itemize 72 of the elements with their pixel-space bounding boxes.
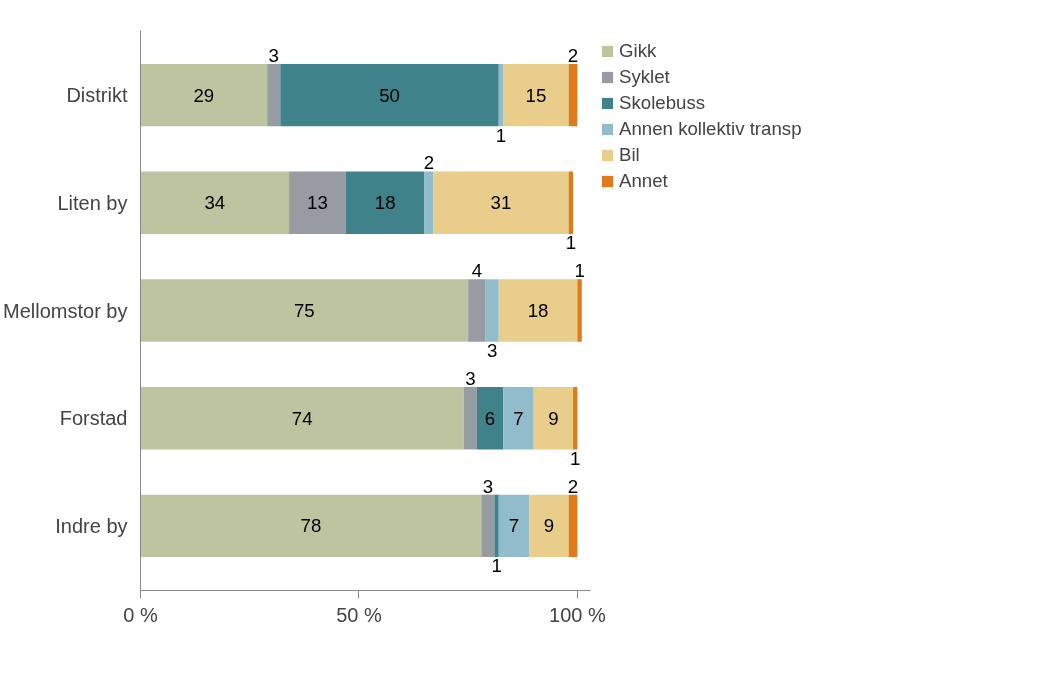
data-label: 7 [513,407,524,429]
y-tick-label: Liten by [57,191,128,214]
data-label: 18 [374,192,396,214]
bar [481,494,495,558]
data-label: 2 [567,44,579,66]
bar [433,171,569,235]
data-label: 31 [490,192,512,214]
data-label: 9 [543,515,555,537]
y-tick-label: Mellomstor by [3,299,128,322]
data-label: 18 [527,300,549,321]
bar [503,386,534,450]
bar [494,494,499,558]
bar [485,279,499,342]
bar [140,279,469,342]
data-label: 1 [570,447,581,469]
bar [140,386,464,450]
data-label: 3 [465,367,476,389]
legend-label: Gikk [619,40,657,62]
data-label: 6 [484,407,496,429]
legend-label: Annen kollektiv transp [619,118,802,140]
legend-label: Syklet [619,66,670,88]
legend-label: Bil [619,144,640,166]
data-label: 1 [491,555,502,577]
bar [280,63,499,127]
legend-label: Annet [619,170,668,192]
bar [468,279,486,342]
bar [424,171,434,235]
x-tick-label: 50 % [336,603,382,626]
bar [140,494,482,558]
bar [498,494,530,558]
bar [498,63,504,127]
data-label: 1 [574,260,585,282]
data-label: 34 [204,192,226,214]
bar [140,63,268,127]
data-label: 74 [291,407,313,429]
y-tick-label: Forstad [59,407,128,430]
bar [345,171,425,235]
bar [267,63,281,127]
bar [568,494,578,558]
bar [498,279,578,342]
data-label: 3 [482,475,494,497]
data-label: 1 [495,124,507,146]
bar [503,63,569,127]
data-label: 78 [300,515,322,537]
data-label: 9 [548,407,559,429]
bar [476,386,504,450]
bar [577,279,582,342]
legend-label: Skolebuss [619,92,706,114]
bar [140,171,290,235]
data-label: 1 [565,232,577,254]
x-tick-label: 100 % [549,603,606,626]
x-tick-label: 0 % [123,603,158,626]
data-label: 75 [293,300,315,321]
data-label: 3 [268,44,279,66]
y-tick-label: Distrikt [66,84,128,107]
data-label: 2 [567,475,579,497]
bar [568,171,574,235]
y-tick-label: Indre by [55,514,128,537]
bar [289,171,346,235]
data-label: 13 [307,192,328,214]
bar [568,63,578,127]
data-label: 7 [508,515,520,537]
bar [463,386,477,450]
data-label: 50 [379,84,400,106]
data-label: 3 [487,339,498,361]
bar [533,386,574,450]
bar [573,386,578,450]
data-label: 29 [193,84,215,106]
data-label: 4 [471,260,483,282]
data-label: 15 [525,84,547,106]
data-label: 2 [423,152,435,174]
bar [529,494,569,558]
